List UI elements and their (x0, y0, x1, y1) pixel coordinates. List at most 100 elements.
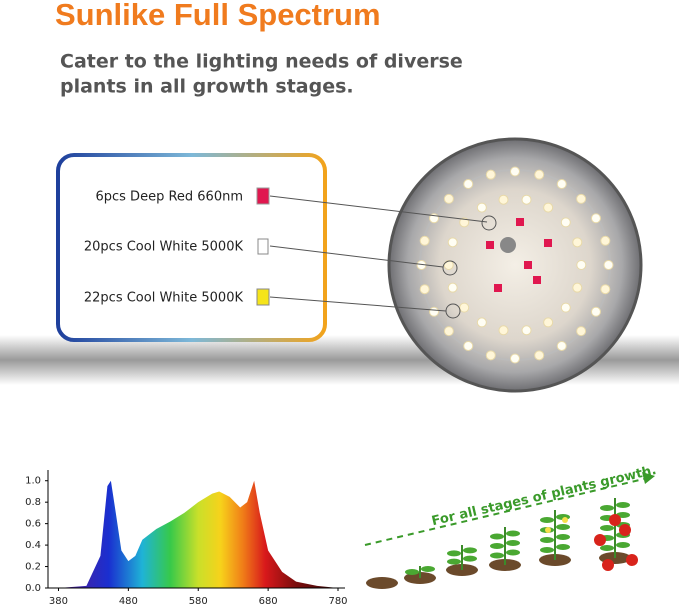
led (534, 169, 545, 180)
led (576, 260, 587, 270)
led (447, 237, 458, 248)
subtitle: plants in all growth stages. (60, 76, 354, 98)
led (600, 284, 611, 295)
leaf (540, 517, 554, 523)
lamp-leds (416, 166, 614, 364)
leaf (556, 534, 570, 540)
growth-illustration: For all stages of plants growth. (364, 463, 658, 589)
led (498, 194, 509, 205)
leaf (490, 552, 504, 559)
led (476, 317, 487, 328)
led (543, 202, 554, 213)
x-tick-label: 380 (49, 596, 68, 606)
led (556, 340, 567, 351)
leaf (421, 566, 435, 572)
flower (545, 527, 551, 533)
y-tick-label: 0.0 (25, 583, 41, 594)
led (419, 284, 430, 295)
led (603, 260, 614, 270)
led (485, 350, 496, 361)
led-icon (256, 187, 270, 205)
led-label: 20pcs Cool White 5000K (84, 240, 244, 255)
led (459, 302, 470, 313)
x-tick-label: 680 (259, 596, 278, 606)
leaf (490, 533, 504, 540)
led (463, 340, 474, 351)
led (576, 326, 587, 337)
led (560, 217, 571, 228)
leaf (506, 549, 520, 556)
led (476, 202, 487, 213)
subtitle: Cater to the lighting needs of diverse (60, 51, 463, 73)
red-led (544, 239, 552, 247)
led (590, 306, 601, 317)
led (560, 302, 571, 313)
leaf (600, 525, 614, 531)
led-label: 6pcs Deep Red 660nm (95, 190, 243, 205)
led (556, 179, 567, 190)
soil (366, 577, 398, 589)
y-tick-label: 0.8 (25, 497, 41, 508)
red-led (494, 284, 502, 292)
tomato (619, 524, 631, 536)
red-led (516, 218, 524, 226)
led (510, 353, 520, 364)
led (419, 235, 430, 246)
pointer-lines (269, 195, 497, 319)
y-tick-label: 0.4 (25, 540, 41, 551)
title: Sunlike Full Spectrum (55, 0, 381, 32)
led (459, 217, 470, 228)
x-tick-label: 480 (119, 596, 138, 606)
led (485, 169, 496, 180)
led (521, 194, 532, 205)
led (443, 326, 454, 337)
led (600, 235, 611, 246)
y-tick-label: 0.2 (25, 562, 41, 573)
leaf (616, 542, 630, 548)
x-tick-label: 780 (328, 596, 347, 606)
led (447, 282, 458, 293)
led (543, 317, 554, 328)
red-led (524, 261, 532, 269)
spectrum-chart: 0.0 0.2 0.4 0.6 0.8 1.0 380 480 580 680 780 (25, 470, 348, 607)
led (572, 282, 583, 293)
leaf (556, 544, 570, 550)
led (534, 350, 545, 361)
red-led (533, 276, 541, 284)
leaf (556, 524, 570, 530)
led (576, 193, 587, 204)
leaf (447, 558, 461, 565)
lamp-center (500, 237, 516, 253)
flower (562, 517, 568, 523)
led-icon (257, 238, 269, 255)
leaf (600, 545, 614, 551)
leaf (616, 502, 630, 508)
leaf (405, 569, 419, 575)
y-tick-label: 0.6 (25, 519, 41, 530)
leaf (463, 547, 477, 554)
leaf (506, 530, 520, 537)
y-tick-label: 1.0 (25, 476, 41, 487)
leaf (490, 543, 504, 549)
leaf (540, 547, 554, 553)
led (572, 237, 583, 248)
led-icon (256, 288, 270, 306)
leaf (540, 537, 554, 543)
tomato (594, 534, 606, 546)
led (429, 306, 440, 317)
x-tick-label: 580 (189, 596, 208, 606)
tomato (626, 554, 638, 566)
led (443, 193, 454, 204)
led (510, 166, 520, 177)
tomato (609, 514, 621, 526)
led (463, 179, 474, 190)
leaf (600, 505, 614, 511)
leaf (463, 555, 477, 562)
led-label: 22pcs Cool White 5000K (84, 291, 244, 306)
leaf (447, 550, 461, 557)
led (443, 260, 454, 270)
led (590, 213, 601, 224)
red-led (486, 241, 494, 249)
spectrum-area (58, 480, 339, 588)
